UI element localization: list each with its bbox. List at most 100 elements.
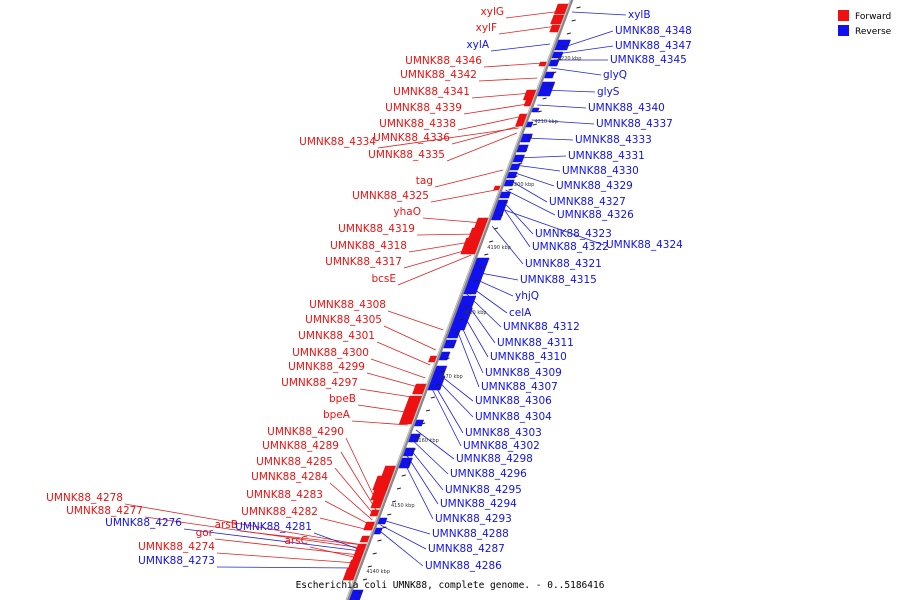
gene-label-right: xylB xyxy=(628,9,651,21)
gene-label-right: UMNK88_4304 xyxy=(475,411,552,423)
gene-label-left: UMNK88_4277 xyxy=(66,505,143,517)
minor-tick xyxy=(435,383,440,386)
backbone-highlight xyxy=(345,0,572,600)
connector-line-right xyxy=(403,461,434,520)
gene-label-left: UMNK88_4274 xyxy=(138,541,215,553)
legend: Forward Reverse xyxy=(838,10,892,37)
minor-tick xyxy=(561,45,567,48)
connector-line-left xyxy=(483,62,544,68)
gene-label-left: UMNK88_4325 xyxy=(352,190,429,202)
gene-label-left: UMNK88_4341 xyxy=(393,86,470,98)
forward-gene-feature xyxy=(549,24,561,33)
gene-label-right: UMNK88_4330 xyxy=(562,165,639,177)
gene-label-left: UMNK88_4305 xyxy=(305,314,382,326)
gene-label-left: UMNK88_4285 xyxy=(256,456,333,468)
minor-tick xyxy=(556,58,562,61)
gene-label-left: UMNK88_4299 xyxy=(288,361,365,373)
connector-line-left xyxy=(319,517,369,531)
minor-tick xyxy=(474,279,479,282)
connector-line-left xyxy=(377,127,519,149)
connector-line-left xyxy=(214,538,360,556)
connector-line-left xyxy=(434,169,504,188)
gene-label-left: xylF xyxy=(476,22,497,34)
connector-line-right xyxy=(500,203,531,248)
forward-gene-feature xyxy=(370,487,388,501)
genome-backbone xyxy=(345,0,574,600)
minor-tick xyxy=(396,487,402,490)
forward-gene-feature xyxy=(372,475,393,491)
reverse-gene-feature xyxy=(499,191,512,199)
gene-label-right: UMNK88_4307 xyxy=(481,381,558,393)
minor-tick xyxy=(411,448,416,451)
gene-label-left: tag xyxy=(416,175,433,187)
connector-line-left xyxy=(451,125,520,145)
label-connector-lines xyxy=(124,10,627,569)
connector-line-right xyxy=(517,155,567,159)
gene-label-right: UMNK88_4329 xyxy=(556,180,633,192)
gene-label-right: UMNK88_4298 xyxy=(456,453,533,465)
connector-line-right xyxy=(406,454,439,505)
reverse-gene-feature xyxy=(525,121,534,128)
reverse-gene-feature xyxy=(414,419,425,427)
gene-label-right: UMNK88_4323 xyxy=(535,228,612,240)
reverse-gene-feature xyxy=(520,133,533,143)
gene-label-right: UMNK88_4309 xyxy=(485,367,562,379)
scale-tick-label: 4210 kbp xyxy=(534,119,558,125)
scale-tick-label: 4160 kbp xyxy=(415,438,439,444)
minor-tick xyxy=(484,253,489,256)
gene-label-right: UMNK88_4340 xyxy=(588,102,665,114)
gene-label-left: UMNK88_4273 xyxy=(138,555,215,567)
gene-label-left: xylG xyxy=(481,6,504,18)
reverse-gene-feature xyxy=(491,211,504,221)
minor-tick xyxy=(547,84,552,87)
forward-gene-feature xyxy=(363,521,375,531)
connector-line-right xyxy=(501,199,534,235)
forward-gene-feature xyxy=(493,185,501,191)
gene-label-left: UMNK88_4289 xyxy=(262,440,339,452)
minor-tick xyxy=(430,396,436,399)
gene-label-right: UMNK88_4345 xyxy=(610,54,687,66)
gene-label-left: UMNK88_4276 xyxy=(105,517,182,529)
gene-label-right: UMNK88_4303 xyxy=(465,427,542,439)
minor-tick xyxy=(464,305,470,308)
connector-line-left xyxy=(124,503,364,546)
minor-tick xyxy=(493,227,499,230)
connector-line-left xyxy=(357,404,413,414)
forward-gene-feature xyxy=(428,355,437,363)
connector-line-right xyxy=(551,67,602,76)
minor-tick xyxy=(450,344,455,347)
connector-line-left xyxy=(345,437,379,506)
minor-tick xyxy=(542,97,547,100)
minor-tick xyxy=(571,19,576,22)
minor-tick xyxy=(459,318,465,321)
minor-tick xyxy=(469,292,474,295)
connector-line-right xyxy=(531,119,595,125)
reverse-gene-feature xyxy=(554,39,571,51)
gene-label-left: UMNK88_4297 xyxy=(281,377,358,389)
reverse-gene-feature xyxy=(548,59,560,67)
connector-line-right xyxy=(509,179,548,203)
connector-line-right xyxy=(431,387,462,447)
scale-tick-label: 4170 kbp xyxy=(439,374,463,380)
minor-tick xyxy=(489,240,494,243)
connector-line-right xyxy=(505,189,556,216)
connector-line-left xyxy=(329,482,373,521)
gene-label-right: UMNK88_4315 xyxy=(520,274,597,286)
gene-label-left: UMNK88_4336 xyxy=(373,132,450,144)
connector-line-right xyxy=(433,382,464,434)
minor-tick xyxy=(416,435,421,438)
connector-line-left xyxy=(422,217,484,224)
gene-label-left: gor xyxy=(196,527,214,539)
gene-label-right: UMNK88_4324 xyxy=(606,239,683,251)
reverse-gene-feature xyxy=(551,51,564,59)
reverse-gene-feature xyxy=(496,199,509,207)
forward-gene-feature xyxy=(370,499,384,509)
connector-line-left xyxy=(366,372,422,389)
gene-label-left: arsB xyxy=(215,519,238,531)
gene-label-left: xylA xyxy=(466,39,489,51)
legend-forward-label: Forward xyxy=(855,12,891,22)
minor-tick xyxy=(357,591,363,594)
reverse-gene-feature xyxy=(438,351,451,361)
minor-tick xyxy=(387,513,392,516)
connector-line-left xyxy=(239,530,364,546)
